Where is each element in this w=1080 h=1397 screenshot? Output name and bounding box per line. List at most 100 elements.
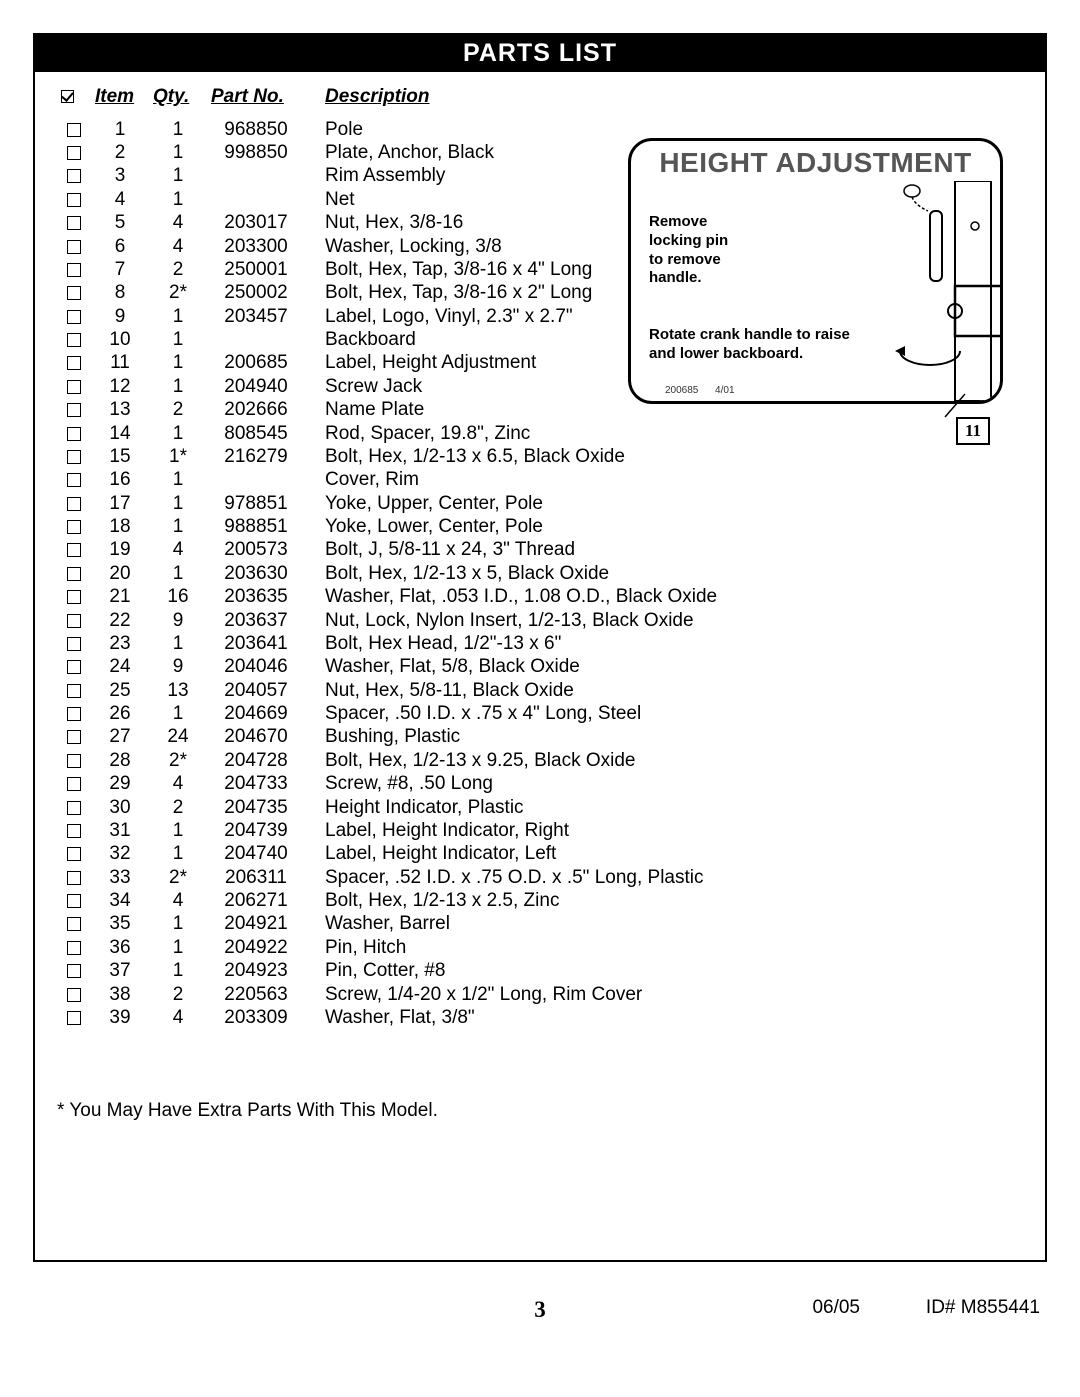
row-checkbox[interactable] (57, 796, 91, 819)
row-checkbox[interactable] (57, 141, 91, 164)
row-checkbox[interactable] (57, 679, 91, 702)
cell-part: 978851 (207, 492, 305, 515)
cell-qty: 1 (149, 492, 207, 515)
cell-item: 6 (91, 235, 149, 258)
row-checkbox[interactable] (57, 562, 91, 585)
cell-desc: Bushing, Plastic (305, 726, 721, 749)
header-desc: Description (305, 84, 721, 118)
checkbox-icon (67, 941, 81, 955)
cell-item: 15 (91, 445, 149, 468)
row-checkbox[interactable] (57, 586, 91, 609)
row-checkbox[interactable] (57, 352, 91, 375)
footer-date: 06/05 (812, 1297, 860, 1319)
row-checkbox[interactable] (57, 539, 91, 562)
row-checkbox[interactable] (57, 656, 91, 679)
cell-qty: 4 (149, 539, 207, 562)
cell-part (207, 328, 305, 351)
row-checkbox[interactable] (57, 445, 91, 468)
row-checkbox[interactable] (57, 492, 91, 515)
table-row: 2116203635Washer, Flat, .053 I.D., 1.08 … (57, 586, 721, 609)
cell-part: 204923 (207, 960, 305, 983)
row-checkbox[interactable] (57, 749, 91, 772)
row-checkbox[interactable] (57, 632, 91, 655)
row-checkbox[interactable] (57, 819, 91, 842)
row-checkbox[interactable] (57, 422, 91, 445)
row-checkbox[interactable] (57, 960, 91, 983)
checkbox-icon (67, 988, 81, 1002)
cell-part: 200573 (207, 539, 305, 562)
row-checkbox[interactable] (57, 188, 91, 211)
table-row: 11968850Pole (57, 118, 721, 141)
cell-desc: Nut, Hex, 5/8-11, Black Oxide (305, 679, 721, 702)
row-checkbox[interactable] (57, 212, 91, 235)
checkbox-icon (67, 730, 81, 744)
cell-item: 28 (91, 749, 149, 772)
row-checkbox[interactable] (57, 328, 91, 351)
cell-part: 203630 (207, 562, 305, 585)
row-checkbox[interactable] (57, 375, 91, 398)
cell-part: 988851 (207, 515, 305, 538)
row-checkbox[interactable] (57, 305, 91, 328)
cell-item: 12 (91, 375, 149, 398)
row-checkbox[interactable] (57, 702, 91, 725)
cell-item: 16 (91, 469, 149, 492)
row-checkbox[interactable] (57, 889, 91, 912)
checkbox-icon (67, 240, 81, 254)
page-border: PARTS LIST Item Qty. Part No. Descriptio… (33, 33, 1047, 1262)
row-checkbox[interactable] (57, 399, 91, 422)
row-checkbox[interactable] (57, 726, 91, 749)
row-checkbox[interactable] (57, 866, 91, 889)
cell-part: 204046 (207, 656, 305, 679)
row-checkbox[interactable] (57, 609, 91, 632)
cell-item: 25 (91, 679, 149, 702)
cell-desc: Bolt, Hex Head, 1/2"-13 x 6" (305, 632, 721, 655)
table-row: 171978851Yoke, Upper, Center, Pole (57, 492, 721, 515)
checkbox-icon (67, 1011, 81, 1025)
row-checkbox[interactable] (57, 118, 91, 141)
row-checkbox[interactable] (57, 165, 91, 188)
checkbox-icon (67, 497, 81, 511)
cell-item: 14 (91, 422, 149, 445)
cell-part: 204733 (207, 773, 305, 796)
cell-qty: 4 (149, 212, 207, 235)
cell-qty: 16 (149, 586, 207, 609)
checkbox-icon (67, 380, 81, 394)
row-checkbox[interactable] (57, 469, 91, 492)
row-checkbox[interactable] (57, 282, 91, 305)
cell-part: 204735 (207, 796, 305, 819)
cell-qty: 13 (149, 679, 207, 702)
row-checkbox[interactable] (57, 913, 91, 936)
footer-id: ID# M855441 (926, 1297, 1040, 1319)
cell-item: 9 (91, 305, 149, 328)
diagram-title: HEIGHT ADJUSTMENT (631, 141, 1000, 181)
header-item: Item (91, 84, 149, 118)
table-row: 91203457Label, Logo, Vinyl, 2.3" x 2.7" (57, 305, 721, 328)
cell-desc: Bolt, J, 5/8-11 x 24, 3" Thread (305, 539, 721, 562)
table-row: 382220563Screw, 1/4-20 x 1/2" Long, Rim … (57, 983, 721, 1006)
header-check (57, 84, 91, 118)
row-checkbox[interactable] (57, 936, 91, 959)
row-checkbox[interactable] (57, 773, 91, 796)
cell-desc: Screw, 1/4-20 x 1/2" Long, Rim Cover (305, 983, 721, 1006)
table-row: 2513204057Nut, Hex, 5/8-11, Black Oxide (57, 679, 721, 702)
table-row: 41Net (57, 188, 721, 211)
cell-qty: 1 (149, 562, 207, 585)
table-row: 54203017Nut, Hex, 3/8-16 (57, 212, 721, 235)
cell-part: 203637 (207, 609, 305, 632)
table-row: 201203630Bolt, Hex, 1/2-13 x 5, Black Ox… (57, 562, 721, 585)
row-checkbox[interactable] (57, 1006, 91, 1029)
row-checkbox[interactable] (57, 235, 91, 258)
checkbox-icon (67, 567, 81, 581)
cell-item: 21 (91, 586, 149, 609)
cell-desc: Label, Height Indicator, Left (305, 843, 721, 866)
cell-qty: 9 (149, 656, 207, 679)
row-checkbox[interactable] (57, 983, 91, 1006)
cell-part: 216279 (207, 445, 305, 468)
checkbox-icon (67, 894, 81, 908)
row-checkbox[interactable] (57, 258, 91, 281)
page-number: 3 (534, 1297, 546, 1323)
cell-qty: 2 (149, 399, 207, 422)
row-checkbox[interactable] (57, 515, 91, 538)
row-checkbox[interactable] (57, 843, 91, 866)
checkbox-icon (67, 193, 81, 207)
